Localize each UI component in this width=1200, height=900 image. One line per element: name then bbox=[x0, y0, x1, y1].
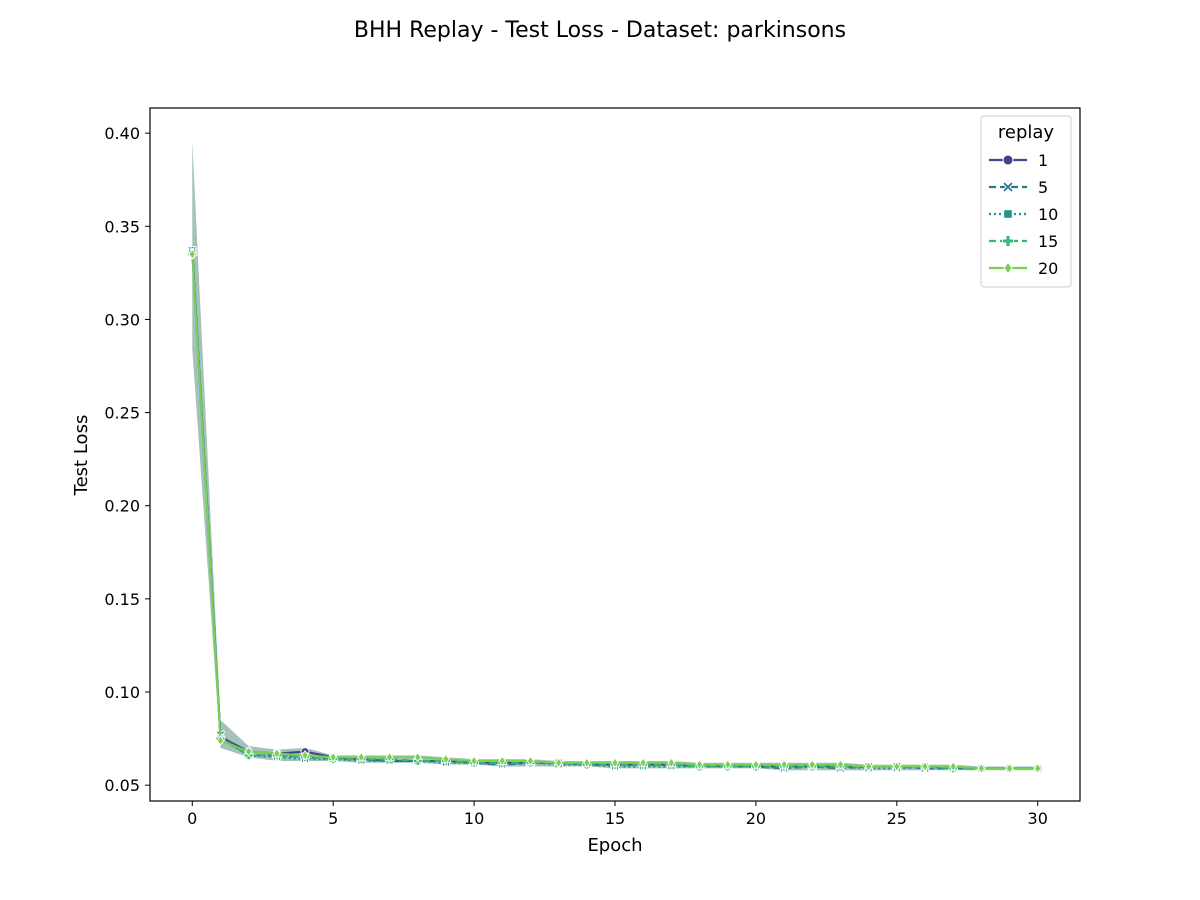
legend-item-1: 1 bbox=[989, 151, 1048, 170]
data-point-20-16 bbox=[639, 757, 647, 769]
data-point-20-14 bbox=[583, 757, 591, 769]
data-point-20-25 bbox=[893, 761, 901, 772]
series-5 bbox=[187, 245, 1043, 774]
data-point-20-19 bbox=[723, 759, 732, 771]
data-point-20-23 bbox=[836, 759, 845, 771]
legend-marker bbox=[1002, 235, 1014, 247]
series-line-15 bbox=[191, 254, 1038, 770]
y-tick-label: 0.25 bbox=[104, 404, 140, 423]
y-tick-label: 0.30 bbox=[104, 310, 140, 329]
x-axis: 0 5 10 15 20 25 30 bbox=[187, 801, 1048, 828]
legend-marker bbox=[1003, 261, 1013, 275]
x-tick-label: 15 bbox=[605, 809, 625, 828]
data-point-20-21 bbox=[780, 759, 788, 771]
data-point-20-12 bbox=[526, 755, 535, 767]
x-tick-label: 5 bbox=[328, 809, 338, 828]
legend-label: 1 bbox=[1038, 151, 1048, 170]
data-point-20-3 bbox=[273, 748, 281, 759]
series-10 bbox=[188, 248, 1042, 773]
legend-title: replay bbox=[998, 122, 1055, 143]
y-tick-label: 0.15 bbox=[104, 590, 140, 609]
legend-item-10: 10 bbox=[989, 205, 1058, 224]
series-15 bbox=[187, 249, 1043, 774]
series-line-20 bbox=[191, 254, 1038, 770]
data-point-20-10 bbox=[470, 755, 478, 767]
legend-marker bbox=[1002, 181, 1014, 193]
data-point-20-11 bbox=[498, 755, 507, 767]
confidence-band bbox=[192, 140, 1038, 771]
x-tick-label: 0 bbox=[187, 809, 197, 828]
legend-label: 15 bbox=[1038, 232, 1058, 251]
data-point-20-24 bbox=[864, 761, 873, 772]
data-point-20-6 bbox=[357, 751, 366, 763]
data-point-20-7 bbox=[385, 751, 394, 763]
y-tick-label: 0.20 bbox=[104, 497, 140, 516]
data-point-20-22 bbox=[808, 759, 817, 771]
y-tick-label: 0.35 bbox=[104, 217, 140, 236]
y-tick-label: 0.05 bbox=[104, 776, 140, 795]
legend-label: 5 bbox=[1038, 178, 1048, 197]
data-point-20-20 bbox=[752, 759, 760, 771]
series-line-5 bbox=[191, 250, 1038, 770]
data-point-20-27 bbox=[949, 761, 957, 772]
x-axis-label: Epoch bbox=[587, 835, 642, 856]
y-axis: 0.05 0.10 0.15 0.20 0.25 0.30 0.35 0.40 bbox=[104, 124, 150, 795]
data-point-20-8 bbox=[413, 751, 422, 763]
y-tick-label: 0.40 bbox=[104, 124, 140, 143]
data-point-20-30 bbox=[1033, 763, 1042, 774]
x-tick-label: 20 bbox=[746, 809, 766, 828]
legend-item-20: 20 bbox=[989, 259, 1058, 278]
data-point-20-9 bbox=[442, 753, 450, 765]
y-tick-label: 0.10 bbox=[104, 683, 140, 702]
data-point-20-13 bbox=[554, 757, 563, 769]
legend-label: 20 bbox=[1038, 259, 1058, 278]
data-point-20-5 bbox=[329, 751, 337, 763]
legend-item-15: 15 bbox=[989, 232, 1058, 251]
data-point-20-17 bbox=[667, 757, 676, 769]
series-line-10 bbox=[191, 252, 1038, 770]
series-1 bbox=[187, 246, 1043, 773]
data-point-20-15 bbox=[611, 757, 619, 769]
legend-marker bbox=[1002, 154, 1014, 166]
data-point-20-0 bbox=[188, 248, 197, 260]
axes-frame bbox=[149, 107, 1081, 802]
data-point-20-28 bbox=[977, 763, 986, 774]
chart-title: BHH Replay - Test Loss - Dataset: parkin… bbox=[354, 18, 846, 43]
legend-marker bbox=[1003, 209, 1013, 219]
data-point-20-2 bbox=[244, 746, 253, 758]
series-20 bbox=[188, 248, 1042, 774]
plot-area bbox=[187, 140, 1043, 774]
data-point-20-4 bbox=[301, 749, 309, 761]
legend-label: 10 bbox=[1038, 205, 1058, 224]
x-tick-label: 30 bbox=[1028, 809, 1048, 828]
data-point-20-18 bbox=[695, 759, 704, 771]
y-axis-label: Test Loss bbox=[71, 415, 92, 497]
data-point-20-1 bbox=[216, 735, 225, 746]
x-tick-label: 10 bbox=[464, 809, 484, 828]
data-point-20-29 bbox=[1005, 763, 1014, 774]
series-line-1 bbox=[191, 250, 1038, 770]
x-tick-label: 25 bbox=[887, 809, 907, 828]
data-point-20-26 bbox=[921, 761, 929, 772]
legend-item-5: 5 bbox=[989, 178, 1048, 197]
